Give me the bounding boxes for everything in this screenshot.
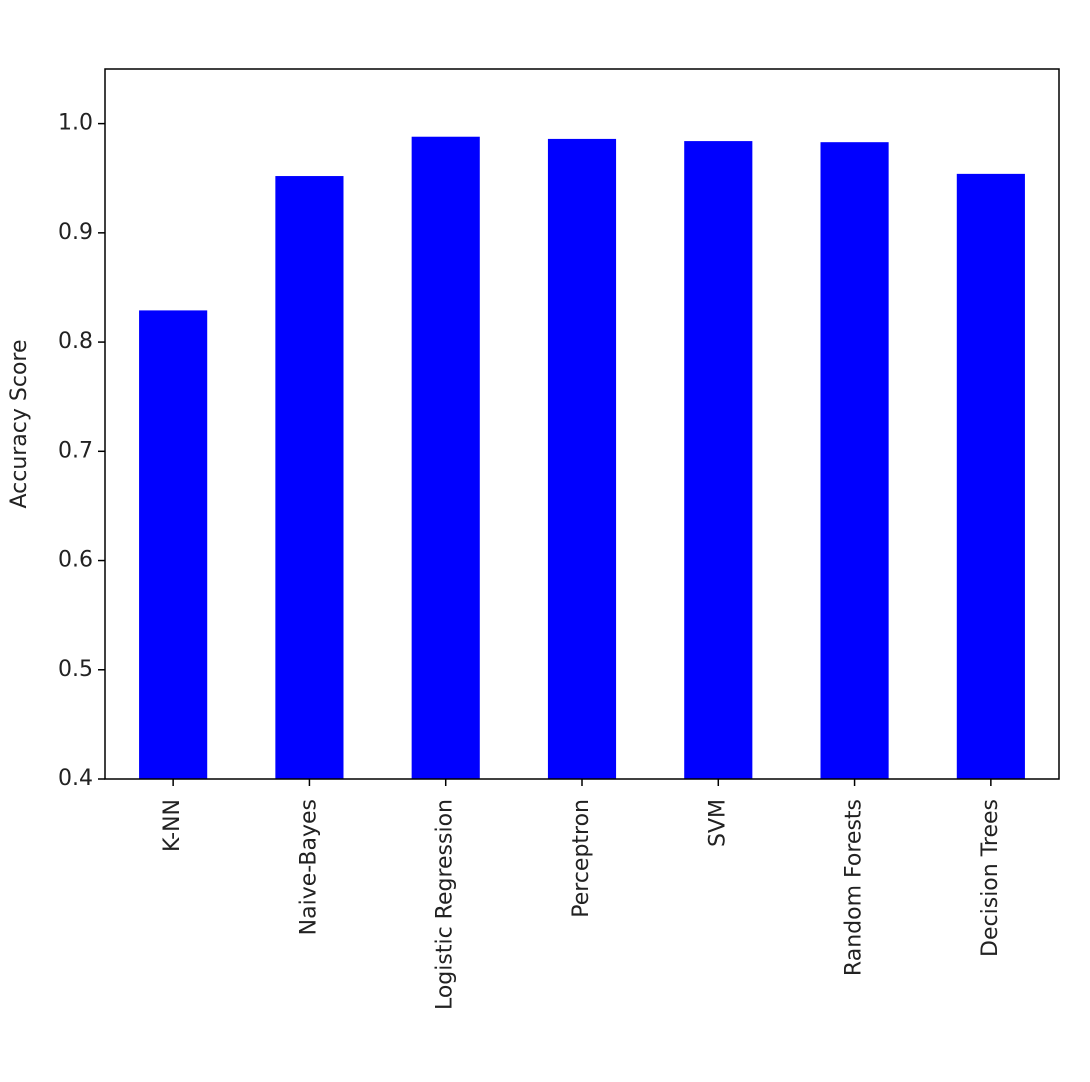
x-tick-label: Perceptron — [569, 799, 594, 918]
bar — [275, 176, 344, 780]
y-tick-label: 1.0 — [58, 111, 93, 136]
x-tick-label: Logistic Regression — [433, 799, 458, 1010]
bar — [547, 138, 617, 779]
x-tick-label: Decision Trees — [978, 799, 1003, 957]
bar — [139, 310, 208, 779]
bar — [684, 141, 753, 780]
bar — [820, 142, 889, 779]
x-tick-label: SVM — [705, 799, 730, 847]
y-tick-label: 0.7 — [58, 438, 93, 463]
y-tick-label: 0.6 — [58, 548, 93, 573]
plot-frame — [104, 68, 1060, 780]
bar — [411, 136, 480, 779]
y-tick-label: 0.8 — [58, 329, 93, 354]
y-axis-label: Accuracy Score — [7, 339, 32, 508]
x-tick-label: K-NN — [160, 799, 185, 852]
bar — [956, 173, 1025, 779]
y-tick-label: 0.9 — [58, 220, 93, 245]
x-tick-label: Naive-Bayes — [296, 799, 321, 935]
x-tick-label: Random Forests — [842, 799, 867, 976]
y-tick-label: 0.4 — [58, 766, 93, 791]
y-tick-label: 0.5 — [58, 657, 93, 682]
